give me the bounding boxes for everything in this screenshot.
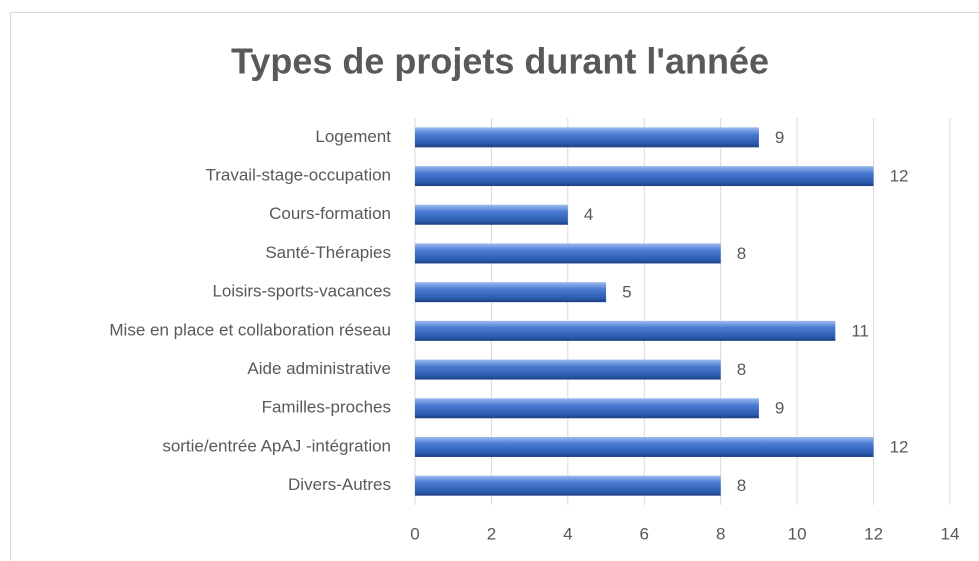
x-tick-label: 0 bbox=[410, 524, 419, 543]
data-label: 8 bbox=[737, 360, 746, 379]
data-label: 12 bbox=[890, 167, 909, 186]
x-tick-label: 4 bbox=[563, 524, 572, 543]
bar bbox=[415, 282, 607, 303]
data-label: 4 bbox=[584, 205, 593, 224]
y-tick-label: Logement bbox=[315, 127, 391, 146]
y-tick-label: Travail-stage-occupation bbox=[205, 166, 391, 185]
bar bbox=[415, 475, 721, 496]
bar bbox=[415, 436, 874, 457]
data-label: 8 bbox=[737, 476, 746, 495]
bar bbox=[415, 127, 759, 148]
x-tick-label: 10 bbox=[788, 524, 807, 543]
x-tick-label: 2 bbox=[487, 524, 496, 543]
y-tick-label: Loisirs-sports-vacances bbox=[212, 282, 391, 301]
x-tick-label: 14 bbox=[941, 524, 960, 543]
bar bbox=[415, 204, 568, 225]
bar bbox=[415, 398, 759, 419]
data-label: 8 bbox=[737, 244, 746, 263]
chart-title: Types de projets durant l'année bbox=[231, 41, 769, 82]
data-label: 9 bbox=[775, 399, 784, 418]
bar bbox=[415, 166, 874, 187]
x-tick-label: 12 bbox=[864, 524, 883, 543]
data-label: 5 bbox=[622, 283, 631, 302]
y-tick-label: sortie/entrée ApAJ -intégration bbox=[162, 436, 391, 455]
y-tick-label: Familles-proches bbox=[262, 398, 391, 417]
y-tick-label: Aide administrative bbox=[247, 359, 391, 378]
y-tick-label: Mise en place et collaboration réseau bbox=[109, 320, 391, 339]
data-label: 9 bbox=[775, 128, 784, 147]
y-tick-label: Cours-formation bbox=[269, 204, 391, 223]
data-label: 11 bbox=[851, 321, 869, 340]
bar bbox=[415, 243, 721, 264]
bar bbox=[415, 359, 721, 380]
x-tick-label: 6 bbox=[640, 524, 649, 543]
data-label: 12 bbox=[890, 437, 909, 456]
y-tick-label: Santé-Thérapies bbox=[265, 243, 391, 262]
bar bbox=[415, 320, 836, 341]
x-tick-label: 8 bbox=[716, 524, 725, 543]
y-tick-label: Divers-Autres bbox=[288, 475, 391, 494]
